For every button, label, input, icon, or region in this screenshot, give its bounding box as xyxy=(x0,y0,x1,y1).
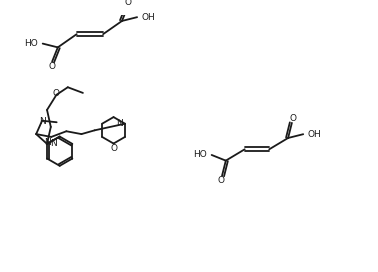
Text: O: O xyxy=(110,144,117,153)
Text: OH: OH xyxy=(308,130,322,139)
Text: O: O xyxy=(124,0,131,7)
Text: O: O xyxy=(52,89,59,98)
Text: O: O xyxy=(289,114,296,123)
Text: HO: HO xyxy=(24,39,38,48)
Text: O: O xyxy=(49,62,56,71)
Text: N: N xyxy=(50,139,57,148)
Text: N: N xyxy=(43,138,50,147)
Text: N: N xyxy=(39,117,45,126)
Text: O: O xyxy=(218,176,225,185)
Text: N: N xyxy=(116,119,123,128)
Text: OH: OH xyxy=(142,13,156,22)
Text: HO: HO xyxy=(193,150,207,159)
